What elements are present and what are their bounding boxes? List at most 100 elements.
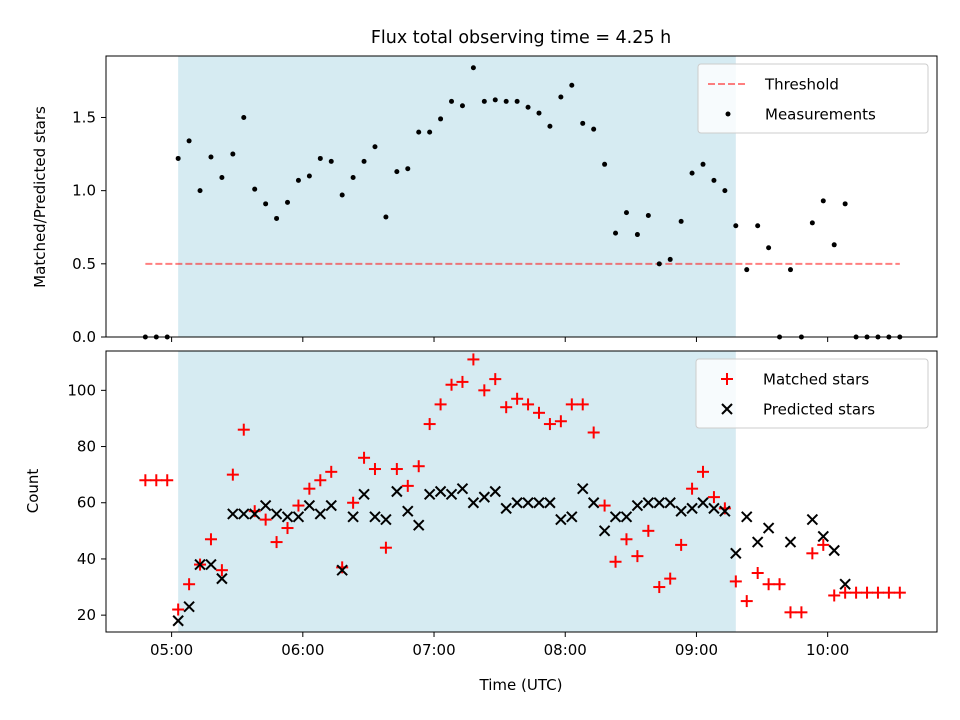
matched-point (281, 522, 294, 535)
x-tick-label: 06:00 (281, 641, 324, 659)
predicted-point (347, 511, 359, 523)
ratio-observing-window-shade (178, 56, 736, 337)
measurement-point (722, 188, 728, 194)
ratio-y-tick-label: 1.0 (72, 182, 96, 200)
predicted-point (828, 544, 840, 557)
matched-point (467, 353, 480, 366)
matched-point (795, 606, 808, 619)
predicted-point (259, 499, 272, 512)
matched-point (478, 384, 491, 397)
matched-point (751, 566, 764, 579)
matched-point (412, 460, 425, 473)
ratio-y-tick-label: 0.0 (72, 328, 96, 346)
measurement-point (208, 154, 214, 160)
matched-point (806, 547, 819, 560)
matched-point (215, 564, 228, 577)
measurement-point (438, 116, 444, 122)
predicted-point (751, 536, 764, 548)
matched-point (423, 418, 436, 431)
matched-point (368, 463, 381, 476)
predicted-point (609, 511, 622, 523)
ratio-axes-frame (105, 55, 938, 338)
predicted-legend-swatch (721, 403, 733, 415)
predicted-point (292, 511, 305, 523)
predicted-point (205, 558, 217, 571)
predicted-point (697, 497, 709, 509)
predicted-point (664, 497, 676, 509)
predicted-point (675, 505, 687, 517)
ratio-y-tick-label: 0.5 (72, 255, 96, 273)
predicted-point (544, 497, 556, 509)
matched-point (532, 406, 545, 419)
matched-point (347, 496, 360, 509)
matched-point (237, 423, 250, 436)
matched-point (543, 418, 556, 431)
matched-point (390, 463, 403, 476)
matched-point (522, 398, 535, 411)
measurement-point (733, 223, 739, 229)
predicted-point (423, 488, 436, 501)
measurement-point (449, 98, 455, 104)
predicted-point (587, 497, 600, 509)
predicted-point (533, 497, 545, 509)
measurement-point (175, 155, 181, 161)
measurements-legend-label: Measurements (765, 106, 876, 124)
count-axes: 20 40 60 80 100 05:00 06:00 07:00 08:00 09:00 10:0… (67, 381, 849, 659)
ratio-legend-box (697, 63, 929, 134)
count-y-tick-label: 60 (77, 494, 96, 512)
measurement-point (427, 129, 433, 135)
matched-stars-series (139, 353, 906, 619)
predicted-point (642, 497, 655, 509)
matched-point (511, 392, 524, 405)
measurement-point (361, 158, 367, 164)
predicted-point (303, 499, 316, 512)
measurement-point (613, 230, 619, 236)
measurement-point (678, 218, 684, 224)
predicted-point (577, 482, 589, 495)
measurement-point (394, 169, 400, 175)
x-tick-label: 09:00 (675, 641, 718, 659)
matched-point (303, 482, 316, 495)
measurement-point (459, 103, 465, 109)
measurement-point (645, 213, 651, 219)
predicted-point (489, 485, 501, 498)
matched-point (729, 575, 742, 588)
matched-point (707, 491, 720, 504)
x-tick-label: 10:00 (806, 641, 849, 659)
measurement-point (350, 174, 356, 180)
matched-point (609, 555, 622, 568)
measurement-point (405, 166, 411, 172)
matched-point (686, 482, 699, 495)
predicted-point (631, 499, 644, 512)
measurements-legend-swatch (725, 111, 731, 117)
predicted-point (620, 511, 633, 523)
matched-point (379, 541, 392, 554)
measurement-point (306, 173, 312, 179)
matched-point (576, 398, 589, 411)
predicted-point (511, 497, 523, 509)
matched-point (675, 538, 688, 551)
measurement-point (591, 126, 597, 132)
measurements-series (142, 65, 903, 340)
measurement-point (820, 198, 826, 204)
matched-point (314, 474, 327, 487)
matched-point (259, 513, 272, 526)
predicted-point (478, 491, 491, 503)
matched-point (500, 401, 513, 414)
predicted-point (325, 499, 337, 512)
count-y-tick-label: 100 (67, 381, 96, 399)
predicted-point (741, 511, 753, 523)
measurement-point (809, 220, 815, 226)
matched-point (226, 468, 239, 481)
predicted-point (522, 497, 534, 509)
count-plot-area (139, 351, 906, 632)
ratio-y-tick-label: 1.5 (72, 108, 96, 126)
chart-title: Flux total observing time = 4.25 h (371, 28, 671, 48)
x-tick-label: 05:00 (150, 641, 193, 659)
matched-point (773, 578, 786, 591)
predicted-point (194, 558, 206, 571)
predicted-point (762, 522, 775, 534)
matched-point (554, 415, 567, 428)
measurement-point (842, 201, 848, 207)
measurement-point (831, 242, 837, 248)
